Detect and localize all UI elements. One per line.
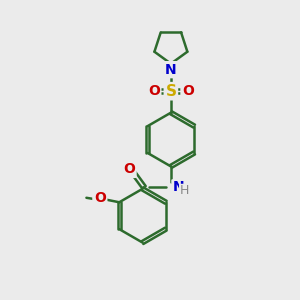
Text: H: H [180, 184, 189, 197]
Text: O: O [182, 84, 194, 98]
Text: N: N [165, 63, 177, 77]
Text: O: O [123, 162, 135, 176]
Text: S: S [165, 84, 176, 99]
Text: N: N [172, 180, 184, 194]
Text: O: O [94, 191, 106, 205]
Text: O: O [148, 84, 160, 98]
